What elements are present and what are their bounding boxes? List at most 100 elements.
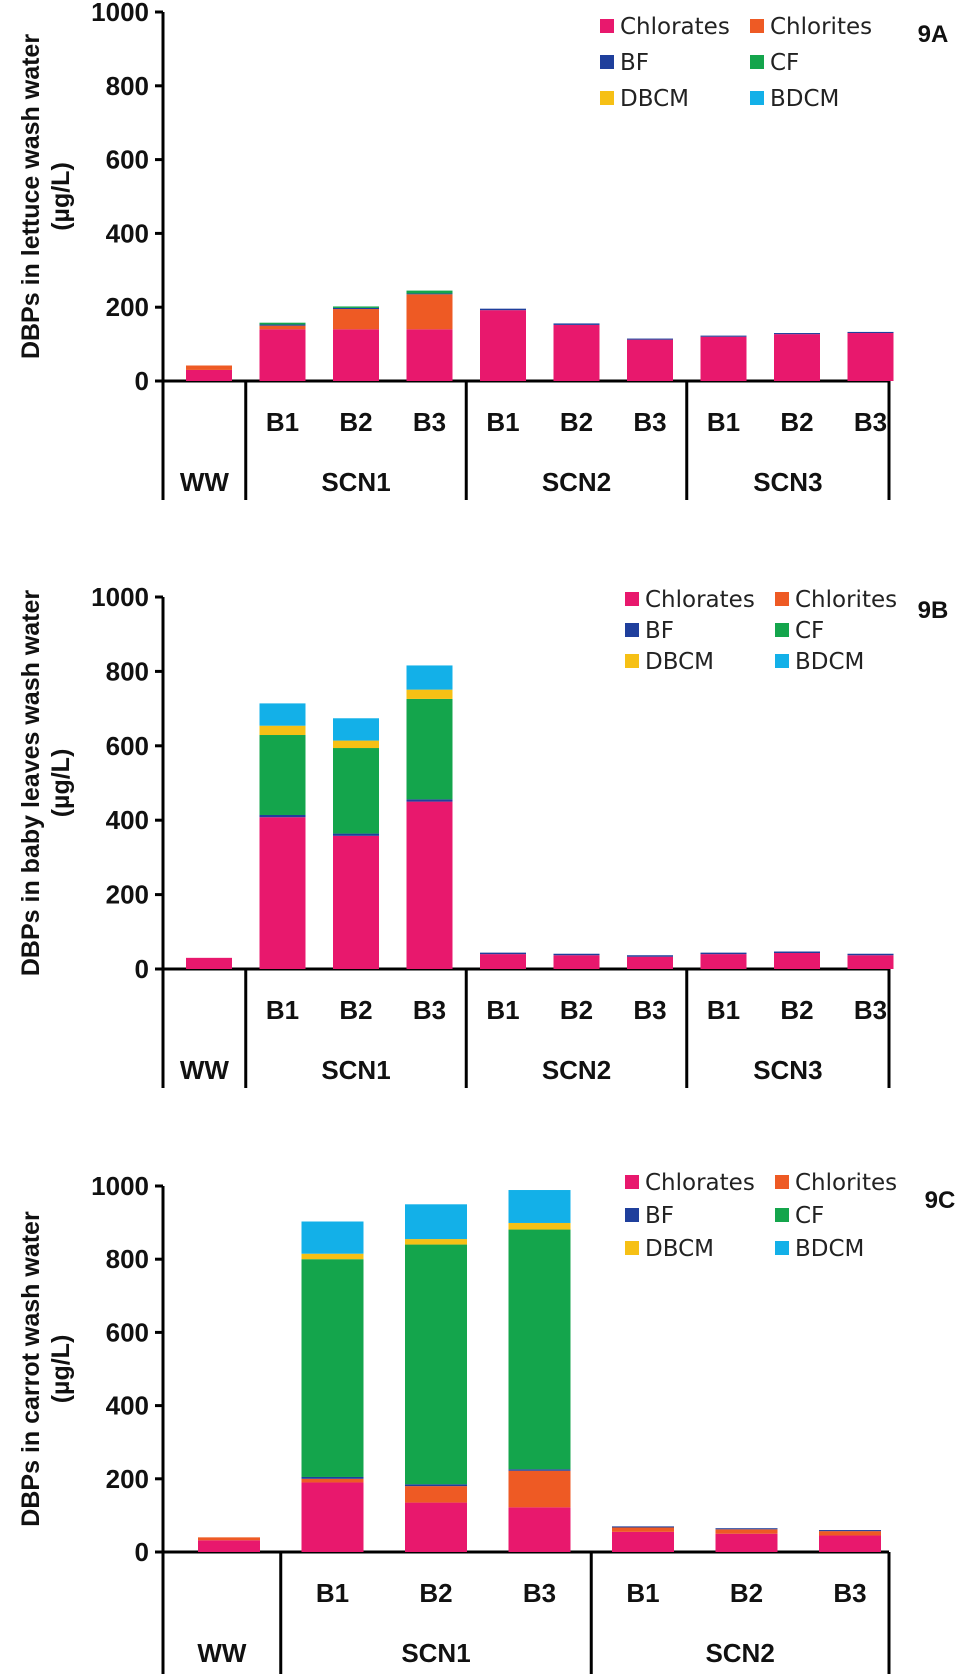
legend-swatch-chlorites <box>775 592 789 606</box>
x-tick-label: B3 <box>854 407 887 437</box>
bar-cf-3 <box>406 698 453 800</box>
bar-chlorites-2 <box>333 309 379 330</box>
legend-label-chlorates: Chlorates <box>645 1170 755 1196</box>
group-label: SCN2 <box>542 1055 611 1085</box>
bar-bf-4 <box>480 952 526 955</box>
group-label: SCN2 <box>705 1638 774 1668</box>
legend: Chlorates Chlorites BF CF DBCM BDCM <box>625 587 897 675</box>
x-tick-label: B3 <box>523 1578 556 1608</box>
bar-dbcm-2 <box>333 740 379 749</box>
y-tick-label: 1000 <box>91 0 149 27</box>
x-tick-label: B2 <box>780 407 813 437</box>
bar-chlorates-2 <box>333 835 379 969</box>
bar-bf-2 <box>333 307 379 310</box>
bar-bf-6 <box>627 955 673 957</box>
legend-label-dbcm: DBCM <box>620 86 689 112</box>
legend-label-bf: BF <box>645 1203 674 1229</box>
x-tick-label: B1 <box>707 995 740 1025</box>
legend-swatch-bdcm <box>750 91 764 105</box>
bar-chlorites-1 <box>301 1478 364 1483</box>
legend-label-chlorites: Chlorites <box>770 14 872 40</box>
bar-chlorates-6 <box>819 1535 881 1552</box>
bar-bdcm-1 <box>259 703 306 726</box>
bar-bf-1 <box>259 814 306 818</box>
x-tick-label: B1 <box>486 995 519 1025</box>
bar-bf-2 <box>333 833 379 836</box>
legend-swatch-chlorates <box>625 592 639 606</box>
bar-chlorites-0 <box>198 1537 260 1541</box>
chart-panel-9b: 0 200 400 600 800 1000 WW B1 B2 B3 SCN1 B1 B2 B3 SCN2 B… <box>17 582 948 1088</box>
y-tick-label: 400 <box>106 805 149 835</box>
bar-bf-8 <box>774 951 820 954</box>
legend-label-bf: BF <box>645 618 674 644</box>
bar-cf-2 <box>333 306 379 308</box>
group-label: WW <box>197 1638 247 1668</box>
bar-chlorites-2 <box>405 1486 467 1503</box>
bar-bf-9 <box>847 953 894 956</box>
x-tick-label: B3 <box>833 1578 866 1608</box>
bar-chlorates-6 <box>627 339 673 381</box>
legend-label-bf: BF <box>620 50 649 76</box>
bar-chlorates-3 <box>406 801 453 969</box>
bar-cf-2 <box>405 1244 467 1485</box>
bar-bf-5 <box>553 323 600 325</box>
y-tick-label: 600 <box>106 145 149 175</box>
legend-label-cf: CF <box>795 1203 824 1229</box>
bar-chlorates-4 <box>480 310 526 381</box>
legend-swatch-cf <box>775 623 789 637</box>
bar-chlorates-5 <box>553 955 600 969</box>
bar-bf-9 <box>847 331 894 334</box>
bar-dbcm-2 <box>405 1239 467 1245</box>
bar-chlorites-0 <box>186 365 232 370</box>
legend-label-bdcm: BDCM <box>795 649 864 675</box>
legend-label-bdcm: BDCM <box>770 86 839 112</box>
x-tick-label: B3 <box>413 407 446 437</box>
bar-chlorates-8 <box>774 953 820 969</box>
legend-label-dbcm: DBCM <box>645 1236 714 1262</box>
bar-cf-1 <box>259 322 306 325</box>
bar-dbcm-1 <box>301 1253 364 1260</box>
y-tick-label: 0 <box>135 366 149 396</box>
bar-cf-3 <box>406 290 453 294</box>
bar-chlorites-4 <box>612 1527 674 1532</box>
chart-panel-9c: 0 200 400 600 800 1000 WW B1 B2 B3 SCN1 B1 B2 B3 SCN2 D… <box>17 1170 955 1674</box>
legend-label-cf: CF <box>770 50 799 76</box>
legend-swatch-chlorites <box>750 19 764 33</box>
y-tick-label: 0 <box>135 1537 149 1567</box>
legend-swatch-chlorates <box>600 19 614 33</box>
bar-chlorates-2 <box>405 1502 467 1552</box>
bar-bf-5 <box>715 1528 778 1530</box>
legend: Chlorates Chlorites BF CF DBCM BDCM <box>600 14 872 112</box>
bar-chlorates-5 <box>715 1533 778 1552</box>
bar-dbcm-3 <box>508 1222 571 1230</box>
x-tick-label: B2 <box>780 995 813 1025</box>
y-axis-title-line1: DBPs in baby leaves wash water <box>17 590 45 977</box>
bar-chlorates-1 <box>259 329 306 381</box>
bar-chlorates-5 <box>553 324 600 381</box>
bar-cf-1 <box>259 735 306 815</box>
group-label: SCN2 <box>542 467 611 497</box>
bar-chlorates-0 <box>186 957 232 969</box>
legend-label-bdcm: BDCM <box>795 1236 864 1262</box>
bar-bf-3 <box>508 1469 571 1471</box>
bar-bdcm-2 <box>405 1204 467 1240</box>
legend-swatch-dbcm <box>625 1241 639 1255</box>
legend-label-cf: CF <box>795 618 824 644</box>
bar-bf-7 <box>700 335 747 337</box>
x-tick-label: B1 <box>626 1578 659 1608</box>
group-label: SCN3 <box>753 467 822 497</box>
legend-label-chlorates: Chlorates <box>620 14 730 40</box>
y-tick-label: 200 <box>106 292 149 322</box>
panel-label: 9C <box>925 1187 956 1214</box>
group-label: WW <box>180 467 230 497</box>
bar-dbcm-3 <box>406 689 453 699</box>
y-tick-label: 0 <box>135 954 149 984</box>
bar-chlorates-7 <box>700 954 747 969</box>
legend-swatch-bf <box>625 1208 639 1222</box>
bar-chlorates-1 <box>259 817 306 969</box>
bar-chlorates-1 <box>301 1482 364 1552</box>
legend-swatch-cf <box>775 1208 789 1222</box>
bar-cf-3 <box>508 1229 571 1470</box>
legend-swatch-dbcm <box>625 654 639 668</box>
legend-label-chlorates: Chlorates <box>645 587 755 613</box>
